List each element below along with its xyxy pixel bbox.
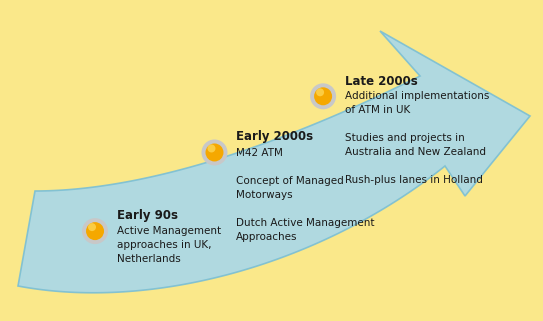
Circle shape [88, 223, 96, 231]
Text: Additional implementations
of ATM in UK

Studies and projects in
Australia and N: Additional implementations of ATM in UK … [345, 91, 489, 186]
Text: Early 2000s: Early 2000s [236, 130, 313, 143]
Circle shape [314, 87, 332, 105]
Circle shape [82, 218, 108, 244]
Circle shape [207, 144, 216, 152]
Circle shape [310, 83, 336, 109]
Text: M42 ATM

Concept of Managed
Motorways

Dutch Active Management
Approaches: M42 ATM Concept of Managed Motorways Dut… [236, 148, 375, 242]
Text: Early 90s: Early 90s [117, 209, 178, 221]
Text: Active Management
approaches in UK,
Netherlands: Active Management approaches in UK, Neth… [117, 226, 221, 264]
Circle shape [316, 88, 324, 96]
Circle shape [86, 222, 104, 240]
Circle shape [201, 140, 228, 165]
Circle shape [205, 143, 224, 161]
Text: Late 2000s: Late 2000s [345, 75, 418, 88]
Polygon shape [18, 31, 530, 293]
